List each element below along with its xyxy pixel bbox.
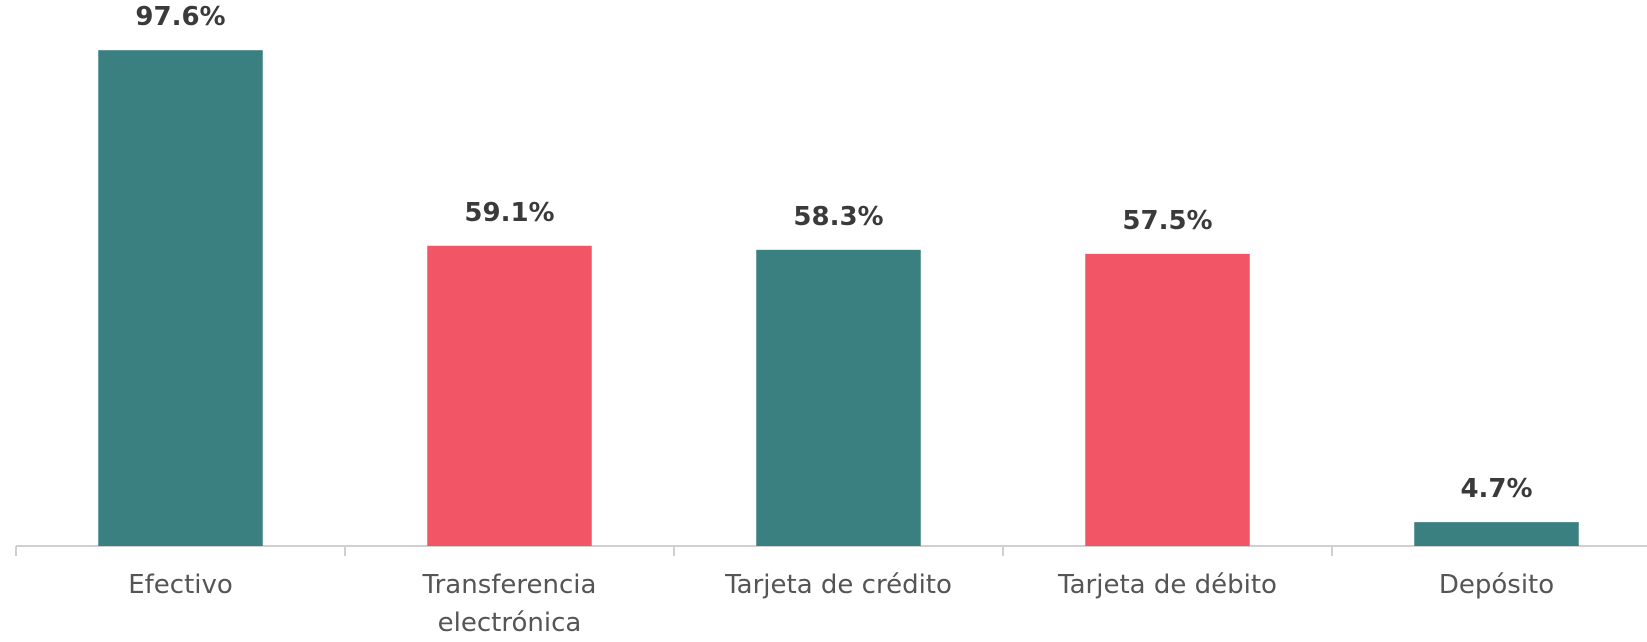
bar — [1085, 253, 1250, 546]
x-tick-label: Depósito — [1438, 570, 1555, 600]
bar — [427, 245, 592, 546]
value-label: 57.5% — [1122, 205, 1213, 236]
x-tick-label: Tarjeta de débito — [1058, 570, 1277, 600]
value-label: 58.3% — [793, 201, 884, 232]
bar — [1414, 522, 1579, 546]
x-tick-label: Tarjeta de crédito — [725, 570, 952, 600]
value-label: 97.6% — [135, 2, 226, 33]
x-tick-label: Efectivo — [128, 570, 233, 600]
x-tick-label: Transferencia electrónica — [422, 570, 597, 638]
value-label: 4.7% — [1460, 474, 1533, 505]
bar — [756, 249, 921, 546]
bar — [98, 50, 263, 546]
value-label: 59.1% — [464, 197, 555, 228]
